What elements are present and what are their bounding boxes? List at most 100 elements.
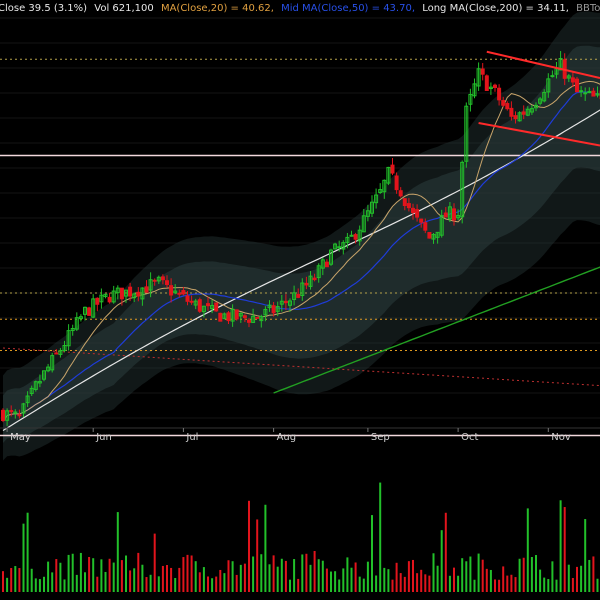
candle-body [558, 57, 563, 71]
candle-body [95, 297, 100, 305]
volume-bar [166, 565, 168, 592]
volume-bar [190, 555, 193, 592]
volume-bar [63, 579, 66, 592]
candle-body [152, 279, 157, 282]
candle-body [210, 304, 215, 310]
volume-bar [14, 566, 17, 592]
candle-body [13, 411, 18, 414]
candle-body [320, 259, 325, 269]
candle-body [435, 231, 440, 238]
volume-bar [584, 519, 587, 592]
candle-body [316, 265, 321, 279]
candle-body [390, 164, 395, 174]
candle-body [124, 289, 128, 297]
volume-bar [457, 575, 460, 592]
volume-bar [186, 554, 189, 592]
volume-bar [149, 574, 152, 592]
volume-bar [182, 557, 185, 592]
month-axis: May Jun Jul Aug Sep Oct Nov [0, 427, 600, 443]
month-label: Oct [461, 432, 478, 443]
candle-body [37, 381, 42, 384]
candle-body [140, 287, 145, 300]
volume-bar [215, 576, 218, 592]
candle-body [50, 355, 55, 371]
volume-bar [342, 568, 345, 592]
price-levels [0, 58, 600, 437]
legend-ma20: MA(Close,20) = 40.62, [161, 3, 274, 14]
candle-body [197, 299, 202, 312]
volume-bar [256, 519, 259, 592]
volume-bar [567, 564, 570, 592]
candle-body [415, 209, 420, 218]
volume-bar [588, 559, 591, 592]
volume-bar [375, 575, 378, 592]
candle-body [525, 108, 530, 116]
volume-bar [174, 578, 177, 592]
volume-bar [448, 575, 451, 592]
volume-bar [416, 573, 419, 592]
candle-body [279, 300, 284, 305]
volume-bar [514, 577, 517, 592]
candle-body [480, 68, 485, 75]
volume-bar [284, 560, 287, 592]
candle-body [575, 78, 579, 93]
volume-bar [530, 557, 533, 592]
volume-bar [231, 561, 234, 592]
volume-bar [379, 482, 382, 592]
candle-body [5, 410, 10, 421]
candle-body [9, 410, 14, 413]
candle-body [111, 290, 116, 303]
candle-body [361, 215, 366, 233]
volume-bar [313, 551, 316, 592]
candle-body [304, 282, 309, 286]
bollinger-bands [3, 11, 600, 461]
candle-body [349, 234, 354, 237]
candle-body [193, 300, 198, 306]
channel-upper-line [486, 50, 600, 79]
moving-average-lines [2, 80, 600, 432]
candle-body [148, 279, 153, 291]
volume-bar [428, 575, 431, 592]
candle-body [206, 303, 210, 307]
candle-body [17, 414, 22, 417]
candle-body [25, 395, 30, 404]
candle-body [378, 189, 383, 193]
volume-bar [440, 530, 443, 592]
volume-bar [387, 569, 390, 592]
candle-body [329, 249, 333, 265]
trend-channel [478, 50, 600, 147]
volume-bar [129, 570, 132, 592]
volume-bar [289, 579, 291, 592]
legend-long-ma: Long MA(Close,200) = 34.11, [422, 3, 569, 14]
candle-body [115, 287, 120, 294]
volume-bar [47, 561, 50, 592]
volume-bar [596, 578, 599, 592]
volume-bar [133, 568, 136, 592]
candle-body [534, 104, 538, 109]
bb-inner-band [3, 45, 600, 443]
volume-bar [489, 569, 492, 592]
volume-bar [321, 560, 324, 592]
candle-body [74, 317, 79, 330]
volume-bar [104, 571, 107, 592]
candle-body [501, 100, 506, 106]
volume-bar [571, 577, 574, 592]
volume-bar [112, 562, 115, 592]
candle-body [505, 103, 510, 110]
volume-bar [235, 574, 238, 592]
candle-body [247, 319, 251, 323]
candle-body [91, 298, 96, 318]
candle-body [370, 201, 374, 214]
candle-body [214, 302, 219, 312]
volume-bar [248, 500, 250, 592]
candle-body [226, 312, 231, 322]
candle-body [271, 305, 276, 314]
candle-body [337, 246, 342, 249]
channel-lower-line [478, 122, 600, 147]
volume-bar [494, 579, 496, 592]
volume-bar [559, 500, 562, 592]
volume-bar [67, 554, 70, 592]
volume-bar [125, 555, 127, 592]
volume-bar [268, 564, 271, 592]
volume-bar [477, 553, 480, 592]
